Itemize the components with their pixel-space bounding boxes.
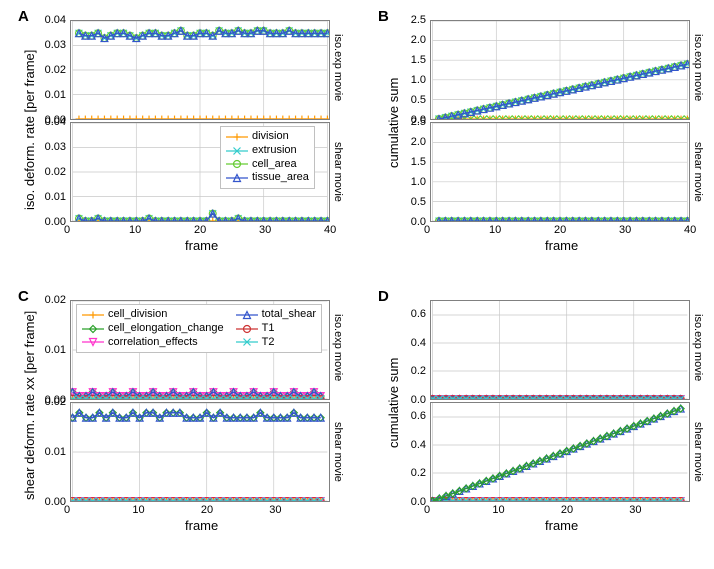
legend-row: T2 — [236, 336, 316, 350]
xlabel-a: frame — [185, 238, 218, 253]
xlabel-b: frame — [545, 238, 578, 253]
triangle-icon — [236, 309, 258, 321]
circle-icon — [226, 158, 248, 170]
diamond-icon — [82, 323, 104, 335]
xlabel-d: frame — [545, 518, 578, 533]
panel-label-b: B — [378, 8, 389, 25]
rlabel-c-top: iso.exp movie — [332, 314, 344, 381]
legend-row: cell_division — [82, 308, 224, 322]
legend-row: extrusion — [226, 144, 309, 158]
plot-d-bot — [430, 402, 690, 502]
rlabel-b-top: iso.exp movie — [692, 34, 704, 101]
circle-icon — [236, 323, 258, 335]
legend-row: tissue_area — [226, 171, 309, 185]
legend-c: cell_division cell_elongation_change cor… — [76, 304, 322, 353]
triangle-down-icon — [82, 336, 104, 348]
plus-icon — [82, 309, 104, 321]
legend-label: extrusion — [252, 144, 297, 158]
legend-label: division — [252, 130, 289, 144]
rlabel-a-bot: shear movie — [332, 142, 344, 202]
plot-a-top — [70, 20, 330, 120]
plot-b-top — [430, 20, 690, 120]
plot-b-bot — [430, 122, 690, 222]
legend-row: total_shear — [236, 308, 316, 322]
legend-label: cell_division — [108, 308, 167, 322]
rlabel-c-bot: shear movie — [332, 422, 344, 482]
legend-label: T1 — [262, 322, 275, 336]
legend-label: cell_area — [252, 158, 297, 172]
rlabel-b-bot: shear movie — [692, 142, 704, 202]
legend-label: cell_elongation_change — [108, 322, 224, 336]
legend-row: correlation_effects — [82, 336, 224, 350]
plot-c-bot — [70, 402, 330, 502]
legend-row: division — [226, 130, 309, 144]
legend-label: tissue_area — [252, 171, 309, 185]
panel-label-c: C — [18, 288, 29, 305]
legend-label: total_shear — [262, 308, 316, 322]
plot-d-top — [430, 300, 690, 400]
figure-root: A B C D iso. deform. rate [per frame] cu… — [0, 0, 714, 569]
rlabel-d-top: iso.exp movie — [692, 314, 704, 381]
x-icon — [236, 336, 258, 348]
rlabel-d-bot: shear movie — [692, 422, 704, 482]
panel-label-a: A — [18, 8, 29, 25]
panel-label-d: D — [378, 288, 389, 305]
rlabel-a-top: iso.exp movie — [332, 34, 344, 101]
legend-row: T1 — [236, 322, 316, 336]
triangle-icon — [226, 172, 248, 184]
legend-label: T2 — [262, 336, 275, 350]
x-icon — [226, 145, 248, 157]
plus-icon — [226, 131, 248, 143]
legend-label: correlation_effects — [108, 336, 198, 350]
xlabel-c: frame — [185, 518, 218, 533]
legend-row: cell_elongation_change — [82, 322, 224, 336]
legend-row: cell_area — [226, 158, 309, 172]
legend-a: division extrusion cell_area tissue_area — [220, 126, 315, 189]
